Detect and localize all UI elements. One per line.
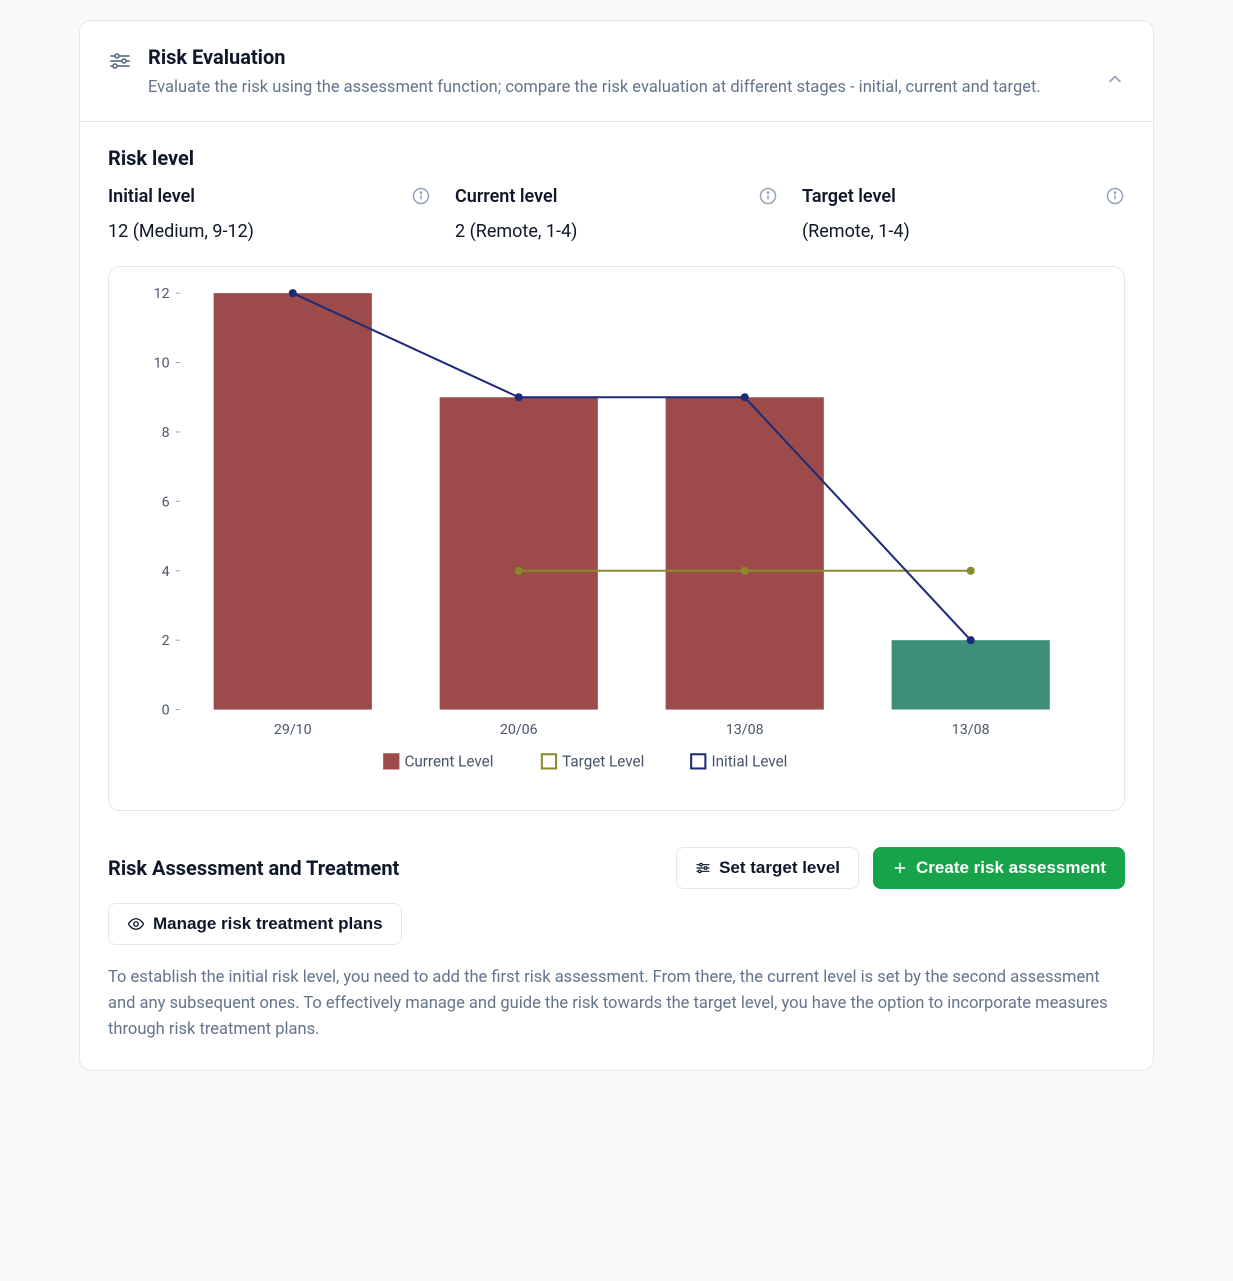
- eye-icon: [127, 915, 145, 933]
- initial-level-label: Initial level: [108, 186, 195, 207]
- section-header: Risk Evaluation Evaluate the risk using …: [80, 21, 1153, 122]
- button-label: Set target level: [719, 858, 840, 878]
- collapse-toggle[interactable]: [1105, 45, 1125, 93]
- svg-text:4: 4: [162, 563, 170, 579]
- initial-level-value: 12 (Medium, 9-12): [108, 221, 431, 242]
- risk-level-heading: Risk level: [108, 146, 1125, 170]
- initial-level-block: Initial level 12 (Medium, 9-12): [108, 186, 431, 242]
- section-title: Risk Evaluation: [148, 45, 1089, 69]
- target-level-block: Target level (Remote, 1-4): [802, 186, 1125, 242]
- create-risk-assessment-button[interactable]: Create risk assessment: [873, 847, 1125, 889]
- svg-text:6: 6: [162, 494, 170, 510]
- chevron-up-icon: [1105, 69, 1125, 89]
- sliders-icon: [695, 860, 711, 876]
- svg-text:Initial Level: Initial Level: [711, 752, 787, 770]
- chart-svg: 0 2 4 6 8 10 12 29/10 20/06 13/08 13/08 Current Lev…: [129, 283, 1104, 791]
- info-icon[interactable]: [758, 186, 778, 206]
- treatment-helper-text: To establish the initial risk level, you…: [108, 965, 1125, 1042]
- svg-text:20/06: 20/06: [500, 722, 538, 738]
- manage-risk-treatment-plans-button[interactable]: Manage risk treatment plans: [108, 903, 402, 945]
- button-label: Create risk assessment: [916, 858, 1106, 878]
- svg-text:0: 0: [162, 702, 170, 718]
- risk-level-grid: Initial level 12 (Medium, 9-12) Current …: [108, 186, 1125, 242]
- target-level-value: (Remote, 1-4): [802, 221, 1125, 242]
- section-description: Evaluate the risk using the assessment f…: [148, 75, 1089, 101]
- risk-level-chart: 0 2 4 6 8 10 12 29/10 20/06 13/08 13/08 Current Lev…: [108, 266, 1125, 812]
- target-level-label: Target level: [802, 186, 896, 207]
- info-icon[interactable]: [411, 186, 431, 206]
- svg-text:8: 8: [162, 425, 170, 441]
- current-level-label: Current level: [455, 186, 557, 207]
- plus-icon: [892, 860, 908, 876]
- button-label: Manage risk treatment plans: [153, 914, 383, 934]
- risk-evaluation-card: Risk Evaluation Evaluate the risk using …: [79, 20, 1154, 1071]
- svg-text:12: 12: [154, 286, 170, 302]
- current-level-value: 2 (Remote, 1-4): [455, 221, 778, 242]
- svg-text:Current Level: Current Level: [404, 752, 493, 770]
- sliders-icon: [108, 45, 132, 77]
- svg-text:10: 10: [154, 355, 170, 371]
- set-target-level-button[interactable]: Set target level: [676, 847, 859, 889]
- treatment-heading: Risk Assessment and Treatment: [108, 856, 399, 880]
- svg-text:Target Level: Target Level: [562, 752, 644, 770]
- svg-text:13/08: 13/08: [952, 722, 990, 738]
- svg-text:2: 2: [162, 633, 170, 649]
- current-level-block: Current level 2 (Remote, 1-4): [455, 186, 778, 242]
- svg-text:29/10: 29/10: [274, 722, 312, 738]
- svg-text:13/08: 13/08: [726, 722, 764, 738]
- info-icon[interactable]: [1105, 186, 1125, 206]
